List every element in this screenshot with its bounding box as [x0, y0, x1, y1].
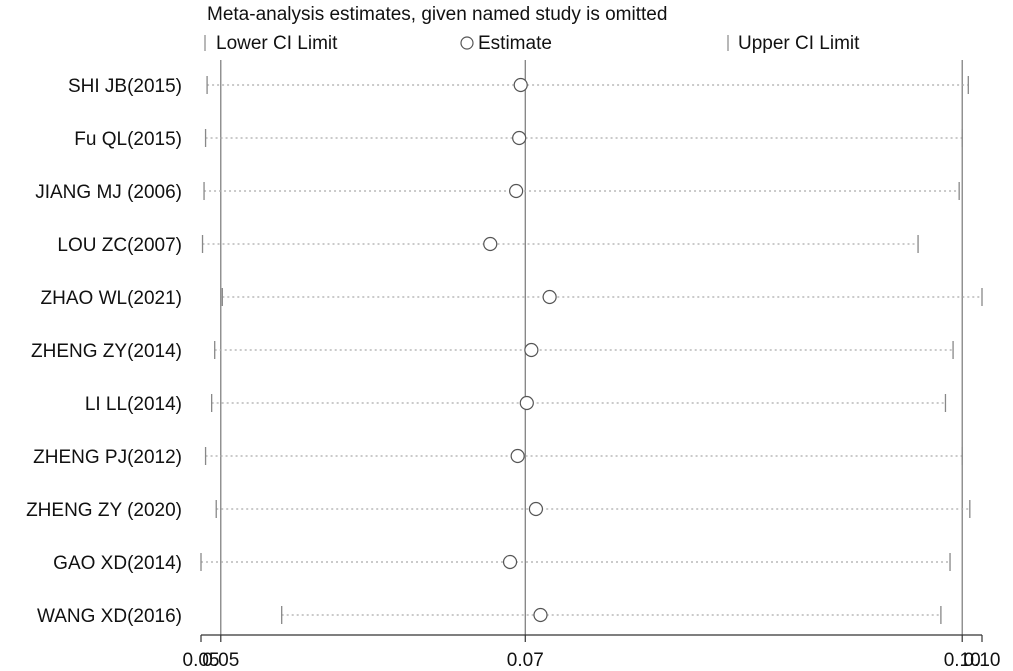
legend-upper-ci-label: Upper CI Limit	[738, 33, 860, 54]
study-label: ZHAO WL(2021)	[41, 288, 182, 309]
x-tick-label-0: 0.05	[183, 650, 220, 671]
study-label: ZHENG ZY(2014)	[31, 341, 182, 362]
legend-estimate-marker	[460, 36, 474, 50]
legend-estimate-label: Estimate	[478, 33, 552, 54]
study-label: ZHENG ZY (2020)	[26, 500, 182, 521]
x-tick-label-4: 0.10	[964, 650, 1001, 671]
estimate-marker	[528, 501, 544, 517]
estimate-marker	[512, 130, 527, 146]
study-label: LOU ZC(2007)	[57, 235, 182, 256]
legend-lower-ci-label: Lower CI Limit	[216, 33, 338, 54]
legend: Lower CI Limit Estimate Upper CI Limit	[204, 33, 860, 54]
plot-area: 0.050.05 0.07 0.100.10 SHI JB(2015) Fu QL(20…	[26, 60, 1000, 671]
estimate-marker	[542, 289, 557, 305]
estimate-marker	[533, 607, 548, 623]
study-label: ZHENG PJ(2012)	[33, 447, 182, 468]
study-label: GAO XD(2014)	[53, 553, 182, 574]
estimate-marker	[519, 395, 534, 411]
estimate-marker	[513, 77, 528, 93]
study-label: WANG XD(2016)	[37, 606, 182, 627]
estimate-marker	[510, 448, 525, 464]
study-label: SHI JB(2015)	[68, 76, 182, 97]
x-tick-label-3: 0.10	[944, 650, 981, 671]
estimate-marker	[524, 342, 539, 358]
chart-title: Meta-analysis estimates, given named stu…	[207, 4, 667, 25]
study-label: LI LL(2014)	[85, 394, 182, 415]
study-label: Fu QL(2015)	[74, 129, 182, 150]
estimate-marker	[483, 236, 498, 252]
estimate-marker	[502, 554, 518, 570]
x-tick-label-1: 0.05	[202, 650, 239, 671]
study-label: JIANG MJ (2006)	[35, 182, 182, 203]
estimate-marker	[509, 183, 524, 199]
x-tick-label-2: 0.07	[507, 650, 544, 671]
